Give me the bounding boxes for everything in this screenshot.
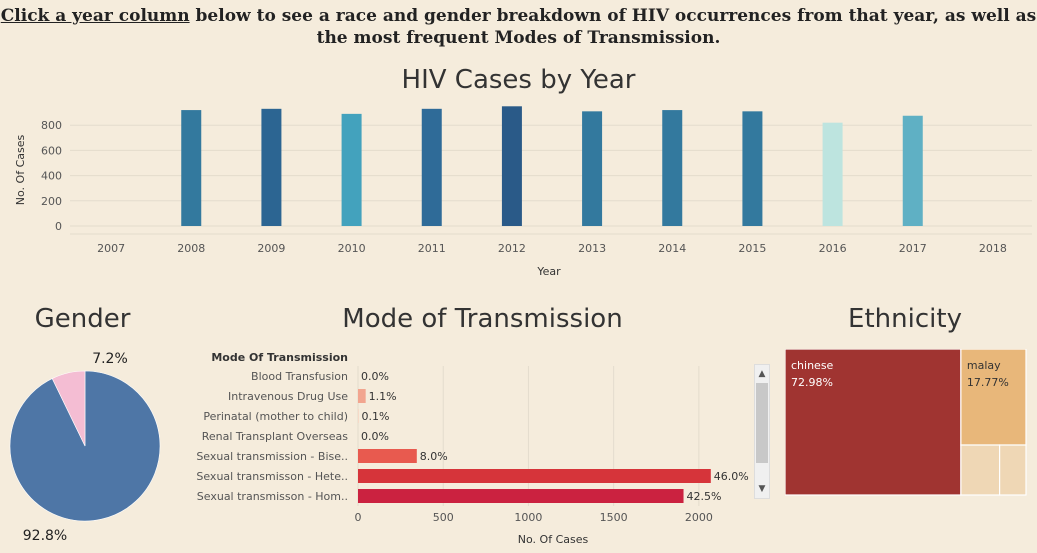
ethnicity-cell-label: malay [967, 359, 1001, 372]
mode-bar-chart[interactable]: Mode Of Transmission 0 500 1000 1500 2000 Bloo… [180, 345, 755, 553]
ethnicity-cell[interactable] [960, 349, 1027, 446]
year-x-tick: 2011 [418, 242, 446, 255]
mode-category-label: Sexual transmission - Bise.. [196, 450, 348, 463]
year-bar-2010[interactable] [341, 113, 362, 226]
year-bar-2013[interactable] [582, 111, 603, 226]
mode-x-tick: 1000 [514, 511, 542, 524]
year-bar-2009[interactable] [261, 108, 282, 226]
year-x-axis-title: Year [536, 265, 561, 278]
mode-category-label: Perinatal (mother to child) [203, 410, 348, 423]
year-bar-2011[interactable] [421, 108, 442, 226]
ethnicity-cell-pct: 72.98% [791, 376, 833, 389]
year-y-tick: 400 [41, 170, 62, 183]
year-x-tick: 2008 [177, 242, 205, 255]
mode-bar[interactable] [358, 409, 359, 423]
mode-category-label: Renal Transplant Overseas [202, 430, 349, 443]
instruction-text: Click a year column below to see a race … [0, 5, 1037, 49]
year-bar-2017[interactable] [902, 115, 923, 226]
gender-slice[interactable] [51, 370, 86, 447]
mode-value-label: 46.0% [714, 470, 749, 483]
gender-chart-title: Gender [34, 304, 131, 334]
scroll-down-icon[interactable]: ▼ [758, 484, 766, 494]
mode-x-tick: 0 [355, 511, 362, 524]
mode-bar[interactable] [358, 449, 417, 463]
year-x-tick: 2013 [578, 242, 606, 255]
mode-value-label: 0.0% [361, 370, 389, 383]
instruction-link[interactable]: Click a year column [0, 6, 190, 26]
mode-value-label: 8.0% [420, 450, 448, 463]
mode-scrollbar[interactable]: ▲ ▼ [754, 364, 770, 499]
mode-value-label: 1.1% [369, 390, 397, 403]
mode-chart-title: Mode of Transmission [342, 304, 623, 334]
ethnicity-cell-pct: 17.77% [967, 376, 1009, 389]
mode-bar[interactable] [358, 469, 711, 483]
year-y-tick: 600 [41, 144, 62, 157]
mode-x-tick: 500 [433, 511, 454, 524]
year-bar-2014[interactable] [662, 110, 683, 226]
year-x-tick: 2016 [819, 242, 847, 255]
mode-value-label: 0.1% [362, 410, 390, 423]
scroll-thumb[interactable] [756, 383, 768, 463]
gender-slice-label: 92.8% [23, 528, 67, 544]
year-y-tick: 800 [41, 119, 62, 132]
year-x-tick: 2014 [658, 242, 686, 255]
year-x-tick: 2017 [899, 242, 927, 255]
ethnicity-cell[interactable] [999, 444, 1027, 496]
gender-slice-label: 7.2% [92, 351, 128, 367]
mode-bar[interactable] [358, 489, 684, 503]
year-bar-2008[interactable] [181, 110, 202, 226]
gender-pie-chart[interactable]: 92.8% 7.2% [0, 340, 180, 553]
year-y-axis-title: No. Of Cases [14, 135, 27, 206]
year-x-tick: 2012 [498, 242, 526, 255]
year-x-tick: 2018 [979, 242, 1007, 255]
year-x-tick: 2010 [338, 242, 366, 255]
year-y-tick: 0 [55, 220, 62, 233]
scroll-up-icon[interactable]: ▲ [758, 369, 766, 379]
instruction-rest: below to see a race and gender breakdown… [189, 6, 1037, 48]
mode-value-label: 42.5% [687, 490, 722, 503]
mode-x-axis-title: No. Of Cases [518, 533, 589, 546]
year-y-tick: 200 [41, 195, 62, 208]
year-bar-2016[interactable] [822, 122, 843, 226]
mode-category-label: Blood Transfusion [251, 370, 348, 383]
mode-value-label: 0.0% [361, 430, 389, 443]
year-bar-chart[interactable]: 0 200 400 600 800 2007 2008 2009 2010 2011 2012 201… [0, 100, 1037, 290]
ethnicity-chart-title: Ethnicity [848, 304, 962, 334]
year-x-tick: 2015 [738, 242, 766, 255]
year-x-tick: 2009 [257, 242, 285, 255]
ethnicity-cell-label: chinese [791, 359, 834, 372]
mode-category-label: Sexual transmisson - Hom.. [197, 490, 348, 503]
ethnicity-treemap[interactable]: chinese 72.98% malay 17.77% [785, 349, 1028, 496]
mode-x-tick: 1500 [600, 511, 628, 524]
year-chart-title: HIV Cases by Year [401, 65, 636, 95]
mode-x-tick: 2000 [685, 511, 713, 524]
ethnicity-cell[interactable] [785, 349, 962, 496]
year-bar-2015[interactable] [742, 111, 763, 226]
year-bar-2012[interactable] [501, 106, 522, 226]
mode-bar[interactable] [358, 389, 366, 403]
mode-category-label: Sexual transmisson - Hete.. [196, 470, 348, 483]
mode-category-label: Intravenous Drug Use [228, 390, 348, 403]
year-x-tick: 2007 [97, 242, 125, 255]
mode-category-header: Mode Of Transmission [211, 351, 348, 364]
ethnicity-cell[interactable] [960, 444, 1001, 496]
